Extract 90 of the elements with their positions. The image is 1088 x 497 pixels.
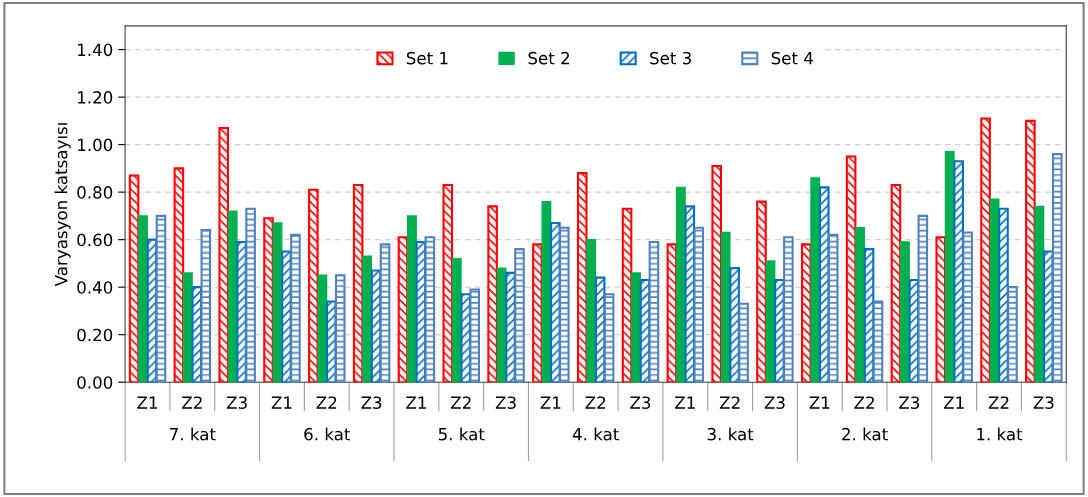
bar <box>559 226 570 383</box>
x-tick-label: Z2 <box>182 396 202 409</box>
legend-label: Set 4 <box>771 51 813 65</box>
x-tick-label: Z2 <box>719 396 740 409</box>
bar <box>631 272 641 383</box>
x-tick-label: Z3 <box>764 396 785 409</box>
bar <box>406 215 417 383</box>
bar <box>998 207 1009 383</box>
text: 1. kat <box>977 427 1023 441</box>
y-tick-label: 1.20 <box>78 91 113 104</box>
bar <box>711 164 722 383</box>
x-tick-label: Z3 <box>1033 396 1054 409</box>
bar <box>182 272 193 383</box>
bar <box>818 186 830 383</box>
bar <box>783 236 794 383</box>
y-tick-label: 0.20 <box>77 328 113 342</box>
x-tick-label: Z3 <box>226 396 247 409</box>
x-tick-label: Z3 <box>630 396 651 409</box>
bar <box>935 236 947 383</box>
text: 5. kat <box>438 427 485 441</box>
bar <box>917 214 929 383</box>
x-tick-label: Z1 <box>675 396 695 409</box>
bar <box>855 227 866 383</box>
bar <box>362 255 373 383</box>
bar <box>514 248 525 383</box>
bar <box>290 233 301 383</box>
text: 4. kat <box>572 427 619 441</box>
bar <box>173 167 185 383</box>
bar <box>603 293 615 383</box>
text: 3. kat <box>707 427 754 441</box>
bar <box>648 240 660 383</box>
x-tick-label: Z2 <box>585 396 606 409</box>
text: 6. kat <box>304 427 351 441</box>
bar <box>424 236 436 383</box>
y-tick-label: 1.40 <box>78 43 113 57</box>
x-tick-label: Z1 <box>809 396 830 409</box>
bar <box>899 241 910 383</box>
bar <box>729 267 740 383</box>
x-tick-label: Z1 <box>540 396 561 409</box>
text: 2. kat <box>842 427 888 441</box>
bar <box>541 200 552 383</box>
bar <box>487 205 498 383</box>
bar <box>1051 153 1063 383</box>
bar <box>872 300 884 383</box>
bar <box>738 302 749 383</box>
bar <box>379 243 391 383</box>
x-tick-label: Z2 <box>450 396 471 409</box>
bar <box>245 207 256 383</box>
bar <box>138 215 148 383</box>
bar <box>1007 286 1018 383</box>
x-tick-label: Z3 <box>899 396 920 409</box>
bar <box>576 172 588 383</box>
y-tick-label: 0.40 <box>77 281 113 294</box>
legend-label: Set 3 <box>650 51 691 65</box>
x-tick-label: Z2 <box>988 396 1009 409</box>
y-tick-label: 0.80 <box>77 186 113 199</box>
bar <box>693 226 705 383</box>
x-tick-label: Z2 <box>854 396 874 409</box>
y-tick-label: 0.60 <box>77 233 113 247</box>
x-tick-label: Z1 <box>943 396 964 409</box>
bar <box>756 200 767 383</box>
bar <box>263 217 274 383</box>
bar <box>155 214 167 383</box>
bar <box>1034 205 1045 383</box>
x-tick-label: Z3 <box>495 396 516 409</box>
bar <box>962 231 973 383</box>
bar <box>218 126 230 383</box>
y-tick-label: 0.00 <box>77 376 113 389</box>
bar <box>200 229 212 383</box>
x-tick-label: Z1 <box>271 396 292 409</box>
legend-label: Set 2 <box>528 51 570 65</box>
legend-label: Set 1 <box>406 51 448 65</box>
bar <box>317 274 328 383</box>
y-axis-title: Varyasyon katsayısı <box>54 123 71 287</box>
x-tick-label: Z1 <box>406 396 426 409</box>
bar <box>1025 119 1036 383</box>
bar <box>442 183 454 383</box>
x-tick-label: Z2 <box>316 396 337 409</box>
bar <box>586 238 597 383</box>
bar <box>308 188 319 383</box>
bar <box>953 160 964 383</box>
bar <box>469 288 480 383</box>
y-tick-label: 1.00 <box>78 138 113 152</box>
x-tick-label: Z1 <box>137 396 157 409</box>
x-tick-label: Z3 <box>361 396 382 409</box>
text: 7. kat <box>170 427 216 441</box>
bar <box>827 233 839 383</box>
bar <box>980 117 991 383</box>
bar <box>334 274 346 383</box>
bar <box>810 177 821 383</box>
